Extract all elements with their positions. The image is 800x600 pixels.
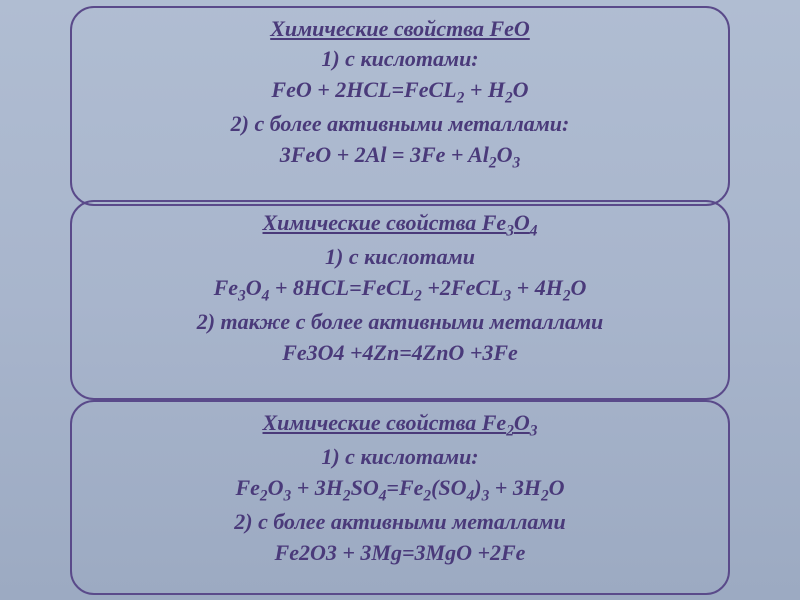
t: FeO + 2HCL=FeCL — [271, 77, 456, 102]
t: ) — [474, 475, 481, 500]
s: 2 — [541, 488, 549, 505]
t: =Fe — [386, 475, 423, 500]
t: O — [514, 210, 530, 235]
t: + 3H — [291, 475, 343, 500]
card2-line4: Fe3O4 +4Zn=4ZnO +3Fe — [92, 338, 708, 369]
s: 2 — [505, 89, 513, 106]
t: + H — [464, 77, 505, 102]
s: 2 — [506, 422, 514, 439]
s: 3 — [506, 222, 514, 239]
t: O — [514, 410, 530, 435]
card1-line3: 2) с более активными металлами: — [92, 109, 708, 140]
s: 3 — [238, 288, 246, 305]
card-fe3o4: Химические свойства Fe3O4 1) с кислотами… — [70, 200, 730, 400]
t: O — [497, 142, 513, 167]
t: Fe — [214, 275, 238, 300]
t: O — [513, 77, 529, 102]
card2-line2: Fe3O4 + 8HCL=FeCL2 +2FeCL3 + 4H2O — [92, 273, 708, 307]
s: 3 — [513, 154, 521, 171]
s: 2 — [563, 288, 571, 305]
t: + 4H — [511, 275, 563, 300]
s: 2 — [343, 488, 351, 505]
card2-title: Химические свойства Fe3O4 — [92, 210, 708, 240]
t: (SO — [431, 475, 466, 500]
t: O — [246, 275, 262, 300]
card-feo: Химические свойства FeO 1) с кислотами: … — [70, 6, 730, 206]
card-fe2o3: Химические свойства Fe2O3 1) с кислотами… — [70, 400, 730, 595]
card1-title: Химические свойства FeO — [92, 16, 708, 42]
t: + 8HCL=FeCL — [269, 275, 414, 300]
s: 4 — [530, 222, 538, 239]
s: 2 — [489, 154, 497, 171]
card3-line2: Fe2O3 + 3H2SO4=Fe2(SO4)3 + 3H2O — [92, 473, 708, 507]
s: 2 — [423, 488, 431, 505]
card3-line1: 1) с кислотами: — [92, 442, 708, 473]
t: Fe — [235, 475, 259, 500]
t: O — [571, 275, 587, 300]
s: 3 — [530, 422, 538, 439]
s: 2 — [260, 488, 268, 505]
card3-line3: 2) с более активными металлами — [92, 507, 708, 538]
card1-line4: 3FeO + 2Al = 3Fe + Al2O3 — [92, 140, 708, 174]
card3-title: Химические свойства Fe2O3 — [92, 410, 708, 440]
t: Химические свойства Fe — [263, 410, 507, 435]
t: Химические свойства Fe — [263, 210, 507, 235]
t: O — [268, 475, 284, 500]
card3-line4: Fe2O3 + 3Mg=3MgO +2Fe — [92, 538, 708, 569]
t: + 3H — [489, 475, 541, 500]
card2-line3: 2) также с более активными металлами — [92, 307, 708, 338]
card2-line1: 1) с кислотами — [92, 242, 708, 273]
t: 3FeO + 2Al = 3Fe + Al — [280, 142, 489, 167]
card1-line2: FeO + 2HCL=FeCL2 + H2O — [92, 75, 708, 109]
t: SO — [351, 475, 379, 500]
t: +2FeCL — [422, 275, 504, 300]
t: O — [549, 475, 565, 500]
card1-line1: 1) с кислотами: — [92, 44, 708, 75]
s: 2 — [414, 288, 422, 305]
